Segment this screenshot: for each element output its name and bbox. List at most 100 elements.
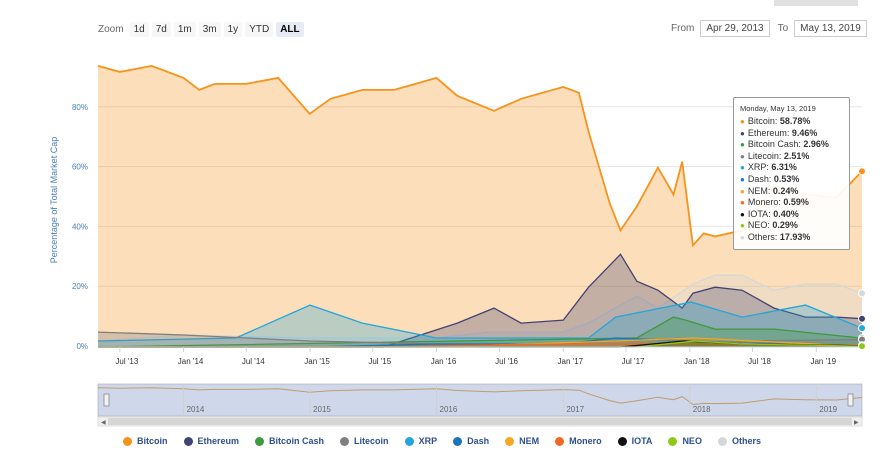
legend-item-dash[interactable]: Dash — [453, 436, 489, 446]
zoom-label: Zoom — [98, 23, 124, 35]
tooltip-series-value: 0.53% — [773, 173, 800, 184]
x-tick-label: Jan '14 — [178, 357, 204, 366]
navigator-selection[interactable] — [98, 384, 862, 416]
date-range: From Apr 29, 2013 To May 13, 2019 — [671, 20, 867, 37]
legend-marker-icon — [123, 436, 133, 446]
tooltip-series-name: NEM — [747, 185, 768, 196]
tooltip-dot-icon: ● — [740, 151, 745, 161]
zoom-button-all[interactable]: ALL — [276, 21, 304, 37]
area-others — [98, 275, 862, 347]
area-bitcoin — [98, 65, 862, 348]
tooltip-dot-icon: ● — [740, 128, 745, 138]
tooltip-series-name: Litecoin — [747, 150, 779, 161]
legend-label: Bitcoin — [137, 436, 168, 446]
legend-item-bitcoin[interactable]: Bitcoin — [123, 436, 168, 446]
line-others — [97, 274, 863, 342]
legend-marker-icon — [617, 436, 627, 446]
tooltip-series-name: Monero — [747, 197, 779, 208]
tooltip-date: Monday, May 13, 2019 — [740, 104, 816, 113]
x-tick-label: Jul '17 — [622, 357, 645, 366]
from-date-input[interactable]: Apr 29, 2013 — [700, 20, 770, 37]
zoom-button-ytd[interactable]: YTD — [245, 21, 274, 37]
navigator-handle-right[interactable] — [847, 393, 854, 407]
line-bitcoin-cash — [97, 316, 863, 348]
tooltip-series-value: 9.46% — [791, 127, 818, 138]
zoom-button-3m[interactable]: 3m — [198, 21, 221, 37]
scroll-right-icon[interactable]: ▶ — [854, 420, 859, 426]
y-tick-label: 20% — [72, 282, 88, 291]
legend: Bitcoin Ethereum Bitcoin Cash Litecoin XRP Da… — [0, 436, 884, 446]
y-tick-label: 0% — [76, 342, 88, 351]
y-tick-label: 80% — [72, 103, 88, 112]
tooltip-series-name: XRP — [747, 162, 767, 173]
legend-marker-icon — [255, 436, 265, 446]
tooltip-series-value: 17.93% — [779, 231, 811, 242]
x-tick-label: Jul '14 — [242, 357, 265, 366]
zoom-button-1d[interactable]: 1d — [129, 21, 149, 37]
scroll-left-icon[interactable]: ◀ — [101, 420, 106, 426]
tooltip-series-value: 0.59% — [783, 197, 809, 208]
y-tick-label: 40% — [72, 222, 88, 231]
x-axis: Jul '13 Jan '14 Jul '14 Jan '15 Jul '15 Jan '… — [98, 346, 862, 366]
area-xrp — [98, 302, 862, 347]
tooltip-row: ● Bitcoin: 58.78% — [740, 116, 811, 126]
legend-label: Ethereum — [197, 436, 240, 446]
tooltip-row: ● XRP: 6.31% — [740, 162, 797, 173]
legend-marker-icon — [453, 436, 463, 446]
legend-marker-icon — [340, 436, 350, 446]
legend-label: Others — [731, 436, 761, 446]
legend-item-nem[interactable]: NEM — [505, 436, 539, 446]
zoom-button-1m[interactable]: 1m — [173, 21, 196, 37]
tooltip-row: ● IOTA: 0.40% — [740, 208, 799, 219]
legend-label: Dash — [467, 436, 490, 446]
point-ethereum — [858, 314, 866, 323]
tooltip-series-value: 2.96% — [803, 139, 829, 150]
legend-item-neo[interactable]: NEO — [668, 436, 702, 446]
area-nem — [98, 338, 862, 347]
zoom-button-7d[interactable]: 7d — [151, 21, 171, 37]
point-xrp — [858, 324, 866, 333]
legend-item-bitcoin-cash[interactable]: Bitcoin Cash — [255, 436, 324, 446]
zoom-bar: Zoom 1d 7d 1m 3m 1y YTD ALL — [98, 20, 307, 38]
x-tick-label: Jan '17 — [558, 357, 584, 366]
tooltip-dot-icon: ● — [740, 221, 745, 231]
tooltip-series-value: 0.29% — [772, 220, 798, 231]
legend-marker-icon — [555, 436, 565, 446]
navigator-year-label: 2017 — [566, 405, 584, 414]
tooltip-row: ● Bitcoin Cash: 2.96% — [740, 139, 829, 150]
tooltip-series-name: Dash — [747, 173, 769, 184]
zoom-button-1y[interactable]: 1y — [223, 21, 243, 37]
legend-item-litecoin[interactable]: Litecoin — [340, 436, 389, 446]
to-date-input[interactable]: May 13, 2019 — [794, 20, 867, 37]
tooltip: Monday, May 13, 2019 ● Bitcoin: 58.78% ● Et… — [733, 97, 850, 250]
legend-marker-icon — [668, 436, 678, 446]
legend-item-xrp[interactable]: XRP — [404, 436, 438, 446]
area-neo — [98, 341, 862, 347]
legend-item-others[interactable]: Others — [717, 436, 761, 446]
tooltip-dot-icon: ● — [740, 198, 745, 208]
x-tick-label: Jul '15 — [368, 357, 391, 366]
legend-label: NEO — [682, 436, 702, 446]
tooltip-row: ● Litecoin: 2.51% — [740, 150, 810, 161]
legend-item-iota[interactable]: IOTA — [617, 436, 652, 446]
navigator[interactable]: 2014 2015 2016 2017 2018 2019 ◀ ▶ — [97, 383, 863, 427]
tooltip-series-value: 2.51% — [783, 150, 810, 161]
navigator-year-label: 2015 — [313, 405, 331, 414]
end-markers — [858, 167, 866, 351]
legend-label: Litecoin — [354, 436, 389, 446]
legend-item-ethereum[interactable]: Ethereum — [183, 436, 240, 446]
legend-label: XRP — [418, 436, 438, 446]
x-tick-label: Jan '15 — [304, 357, 330, 366]
y-axis-label: Percentage of Total Market Cap — [49, 137, 59, 263]
area-bitcoin-cash — [98, 317, 862, 347]
tooltip-dot-icon: ● — [740, 209, 745, 219]
scrollbar-thumb[interactable] — [108, 418, 852, 425]
zoom-buttons: 1d 7d 1m 3m 1y YTD ALL — [129, 21, 307, 37]
tooltip-series-name: Ethereum — [747, 127, 787, 138]
legend-label: Bitcoin Cash — [269, 436, 325, 446]
point-bitcoin — [858, 167, 866, 176]
legend-item-monero[interactable]: Monero — [555, 436, 602, 446]
to-label: To — [777, 23, 789, 34]
navigator-handle-left[interactable] — [103, 393, 110, 407]
